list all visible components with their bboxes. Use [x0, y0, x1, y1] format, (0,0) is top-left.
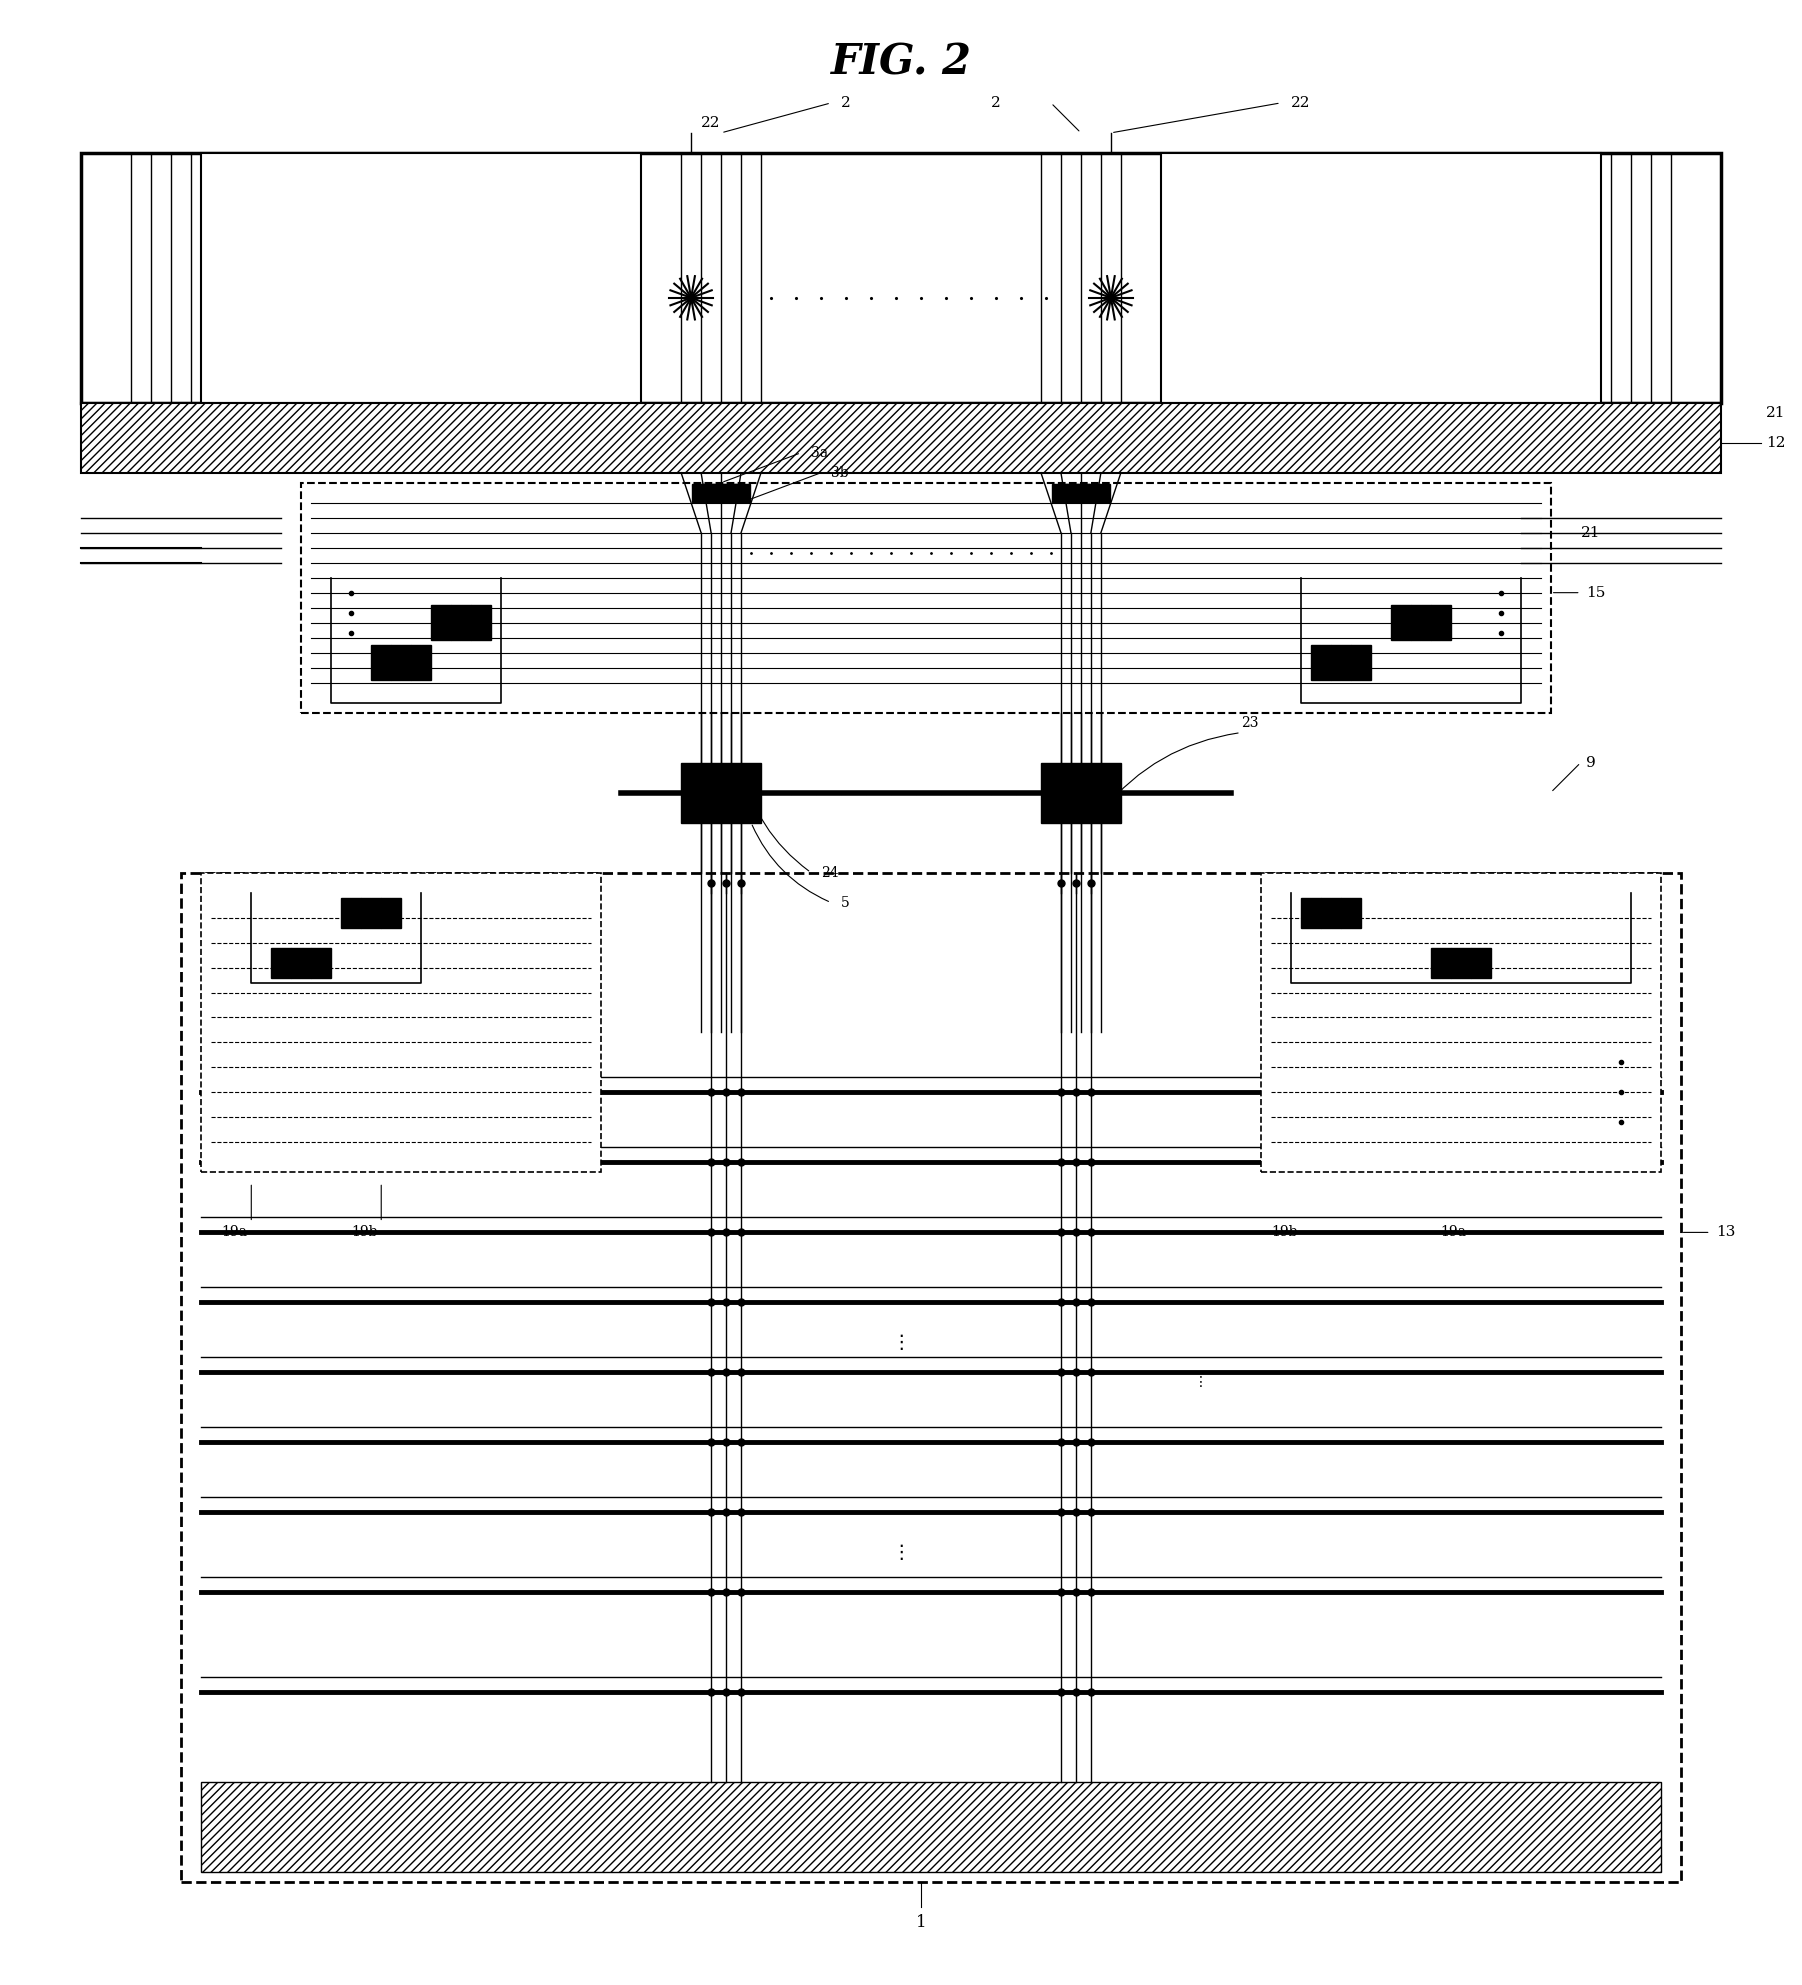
- Text: 5: 5: [842, 895, 851, 909]
- Bar: [1061, 484, 1079, 502]
- Bar: [1391, 605, 1411, 639]
- Bar: [450, 605, 470, 639]
- Bar: [712, 484, 730, 502]
- Text: FIG. 2: FIG. 2: [831, 42, 971, 83]
- Bar: [1042, 762, 1121, 822]
- Bar: [1470, 947, 1490, 977]
- Bar: [182, 873, 1681, 1882]
- Bar: [1072, 484, 1090, 502]
- Bar: [1081, 484, 1099, 502]
- Text: ⋮: ⋮: [1195, 1376, 1207, 1389]
- Bar: [341, 897, 360, 927]
- Bar: [1092, 484, 1110, 502]
- Bar: [312, 947, 332, 977]
- Text: 22: 22: [701, 115, 721, 129]
- Text: 2: 2: [842, 95, 851, 109]
- Bar: [202, 873, 602, 1173]
- Bar: [382, 897, 402, 927]
- Bar: [692, 484, 710, 502]
- Text: 3b: 3b: [831, 466, 849, 480]
- Bar: [411, 645, 431, 681]
- Bar: [1352, 645, 1371, 681]
- Text: 9: 9: [1586, 756, 1595, 770]
- Bar: [292, 947, 312, 977]
- Bar: [1332, 645, 1352, 681]
- Text: 3a: 3a: [811, 447, 829, 461]
- Bar: [1160, 153, 1600, 403]
- Text: 13: 13: [1716, 1225, 1735, 1239]
- Bar: [1261, 873, 1661, 1173]
- Bar: [1052, 484, 1070, 502]
- Text: 19a: 19a: [222, 1225, 247, 1239]
- Text: 19b: 19b: [351, 1225, 378, 1239]
- Bar: [732, 484, 750, 502]
- Text: 22: 22: [1290, 95, 1310, 109]
- Bar: [1341, 897, 1361, 927]
- Text: 1: 1: [915, 1914, 926, 1931]
- Bar: [81, 153, 1721, 403]
- Text: 2: 2: [991, 95, 1000, 109]
- Bar: [431, 605, 450, 639]
- Text: 19b: 19b: [1270, 1225, 1297, 1239]
- Bar: [1431, 947, 1451, 977]
- Text: 19a: 19a: [1442, 1225, 1467, 1239]
- Text: 15: 15: [1586, 586, 1606, 599]
- Bar: [272, 947, 292, 977]
- Bar: [202, 1783, 1661, 1872]
- Bar: [1301, 897, 1321, 927]
- Bar: [1321, 897, 1341, 927]
- Bar: [1451, 947, 1470, 977]
- Bar: [1431, 605, 1451, 639]
- Bar: [360, 897, 382, 927]
- Bar: [1411, 605, 1431, 639]
- Bar: [391, 645, 411, 681]
- Text: 24: 24: [822, 865, 838, 879]
- Text: 23: 23: [1242, 717, 1258, 730]
- Bar: [681, 762, 760, 822]
- Bar: [470, 605, 492, 639]
- Text: 21: 21: [1580, 526, 1600, 540]
- Bar: [202, 153, 642, 403]
- Bar: [723, 484, 741, 502]
- Text: ⋮: ⋮: [892, 1332, 910, 1352]
- Text: ⋮: ⋮: [892, 1542, 910, 1562]
- Bar: [81, 403, 1721, 472]
- Bar: [371, 645, 391, 681]
- Text: 12: 12: [1766, 437, 1786, 451]
- Bar: [301, 482, 1552, 713]
- Bar: [1310, 645, 1332, 681]
- Text: 21: 21: [1766, 405, 1786, 419]
- Bar: [703, 484, 721, 502]
